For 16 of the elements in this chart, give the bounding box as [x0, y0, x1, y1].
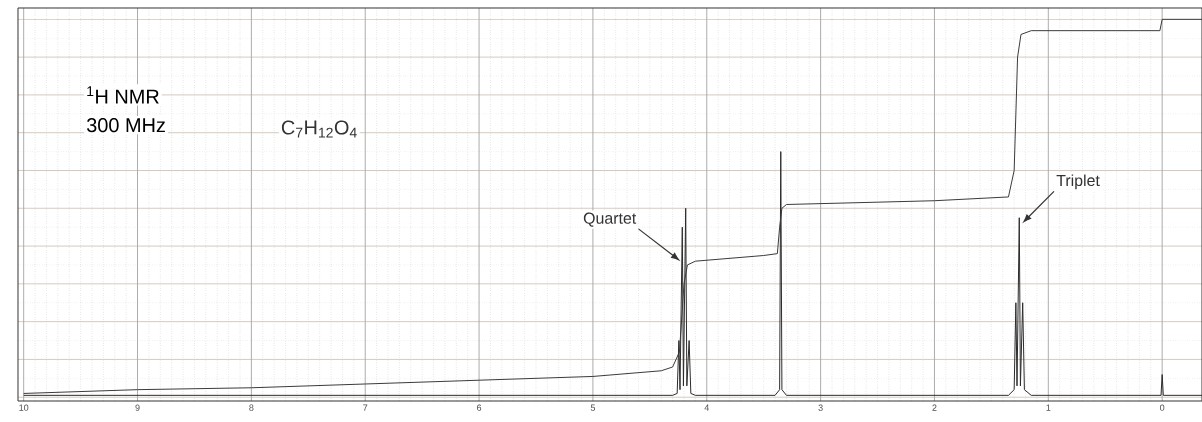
- x-tick-label: 6: [477, 404, 482, 411]
- text: $^{1}$H NMR: [87, 86, 159, 104]
- x-tick-label: 4: [704, 404, 709, 411]
- x-tick-label: 1: [1046, 404, 1051, 411]
- annotation: C$_{7}$H$_{12}$O$_{4}$: [281, 120, 357, 138]
- annotation: Quartet: [583, 212, 637, 227]
- text: 300 MHz: [86, 118, 165, 133]
- x-tick-label: 3: [818, 404, 823, 411]
- x-tick-label: 5: [590, 404, 596, 411]
- x-tick-label: 9: [135, 404, 140, 411]
- x-tick-label: 0: [1160, 404, 1165, 411]
- x-tick-label: 10: [19, 404, 29, 411]
- annotation: Triplet: [1056, 174, 1100, 190]
- x-tick-label: 2: [932, 404, 937, 411]
- x-tick-label: 8: [249, 404, 254, 411]
- x-tick-label: 7: [363, 404, 368, 411]
